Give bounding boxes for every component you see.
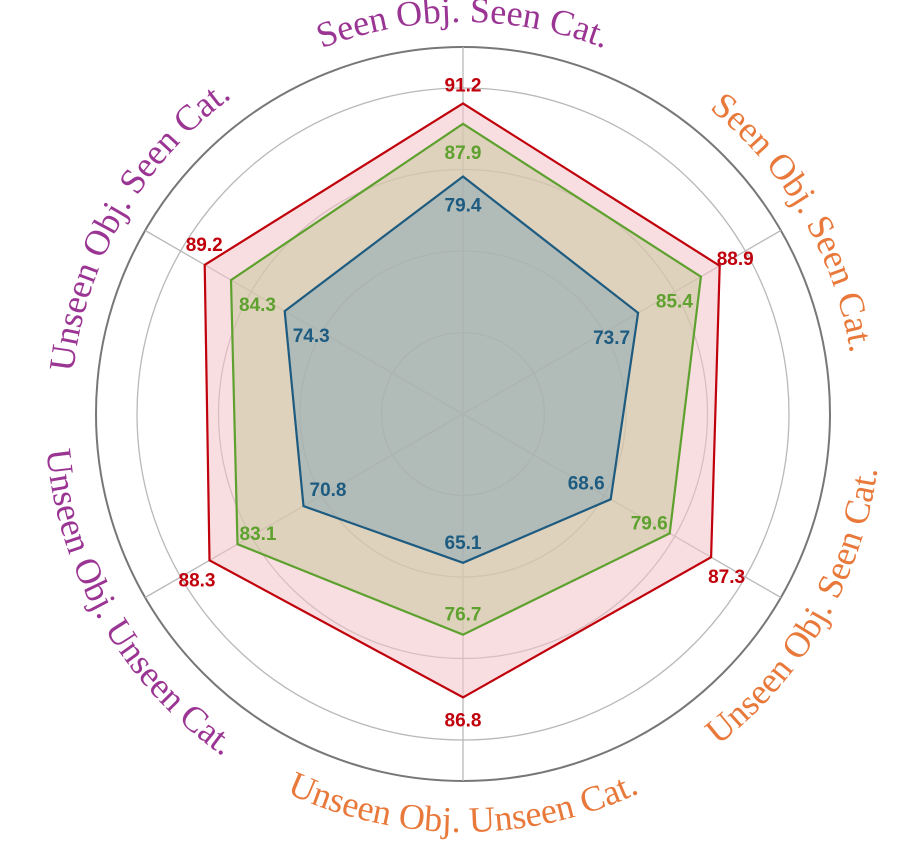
value-label-s2-a1: 87.9 [445,143,482,164]
series-layer [203,102,721,699]
value-label-s1-a2: 88.9 [717,249,754,270]
value-label-s2-a3: 79.6 [631,513,668,534]
axis-title-text-2: Seen Obj. Seen Cat. [704,84,882,355]
value-label-s1-a4: 86.8 [445,710,482,731]
value-label-s2-a6: 84.3 [239,295,276,316]
value-labels: 91.2 88.9 87.3 86.8 88.3 89.2 87.9 85.4 79.6 76.7… [179,75,754,731]
value-label-s3-a6: 74.3 [293,326,330,347]
axis-title-text-3: Unseen Obj. Seen Cat. [698,465,886,752]
value-label-s3-a4: 65.1 [445,533,482,554]
value-label-s1-a5: 88.3 [179,570,216,591]
axis-title-2: Seen Obj. Seen Cat. [704,84,882,355]
value-label-s3-a2: 73.7 [593,328,630,349]
value-label-s2-a5: 83.1 [240,524,277,545]
value-label-s3-a1: 79.4 [445,196,482,217]
value-label-s1-a3: 87.3 [708,567,745,588]
axis-title-3: Unseen Obj. Seen Cat. [698,465,886,752]
series-3-polygon [283,175,640,564]
value-label-s1-a6: 89.2 [186,235,223,256]
value-label-s3-a3: 68.6 [568,473,605,494]
value-label-s2-a2: 85.4 [656,292,693,313]
value-label-s2-a4: 76.7 [445,605,482,626]
value-label-s3-a5: 70.8 [310,480,347,501]
value-label-s1-a1: 91.2 [445,75,482,96]
